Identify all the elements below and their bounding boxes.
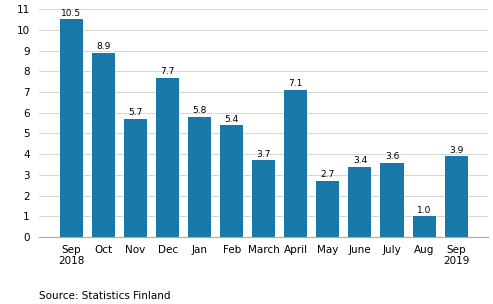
Text: Source: Statistics Finland: Source: Statistics Finland xyxy=(39,291,171,301)
Bar xyxy=(445,156,468,237)
Text: 3.7: 3.7 xyxy=(256,150,271,159)
Text: 5.4: 5.4 xyxy=(225,115,239,123)
Bar xyxy=(156,78,179,237)
Bar xyxy=(413,216,436,237)
Text: 3.4: 3.4 xyxy=(353,156,367,165)
Bar xyxy=(220,125,243,237)
Text: 7.1: 7.1 xyxy=(288,79,303,88)
Bar xyxy=(92,53,115,237)
Text: 3.9: 3.9 xyxy=(449,146,463,155)
Text: 5.7: 5.7 xyxy=(128,108,142,117)
Text: 2.7: 2.7 xyxy=(321,171,335,179)
Bar xyxy=(188,117,211,237)
Bar xyxy=(252,161,275,237)
Text: 1.0: 1.0 xyxy=(417,206,431,215)
Text: 7.7: 7.7 xyxy=(160,67,175,76)
Bar xyxy=(381,163,404,237)
Bar xyxy=(349,167,372,237)
Bar xyxy=(317,181,339,237)
Bar xyxy=(60,19,83,237)
Text: 8.9: 8.9 xyxy=(96,42,110,51)
Text: 10.5: 10.5 xyxy=(61,9,81,18)
Text: 5.8: 5.8 xyxy=(192,106,207,115)
Bar xyxy=(284,90,307,237)
Bar xyxy=(124,119,147,237)
Text: 3.6: 3.6 xyxy=(385,152,399,161)
